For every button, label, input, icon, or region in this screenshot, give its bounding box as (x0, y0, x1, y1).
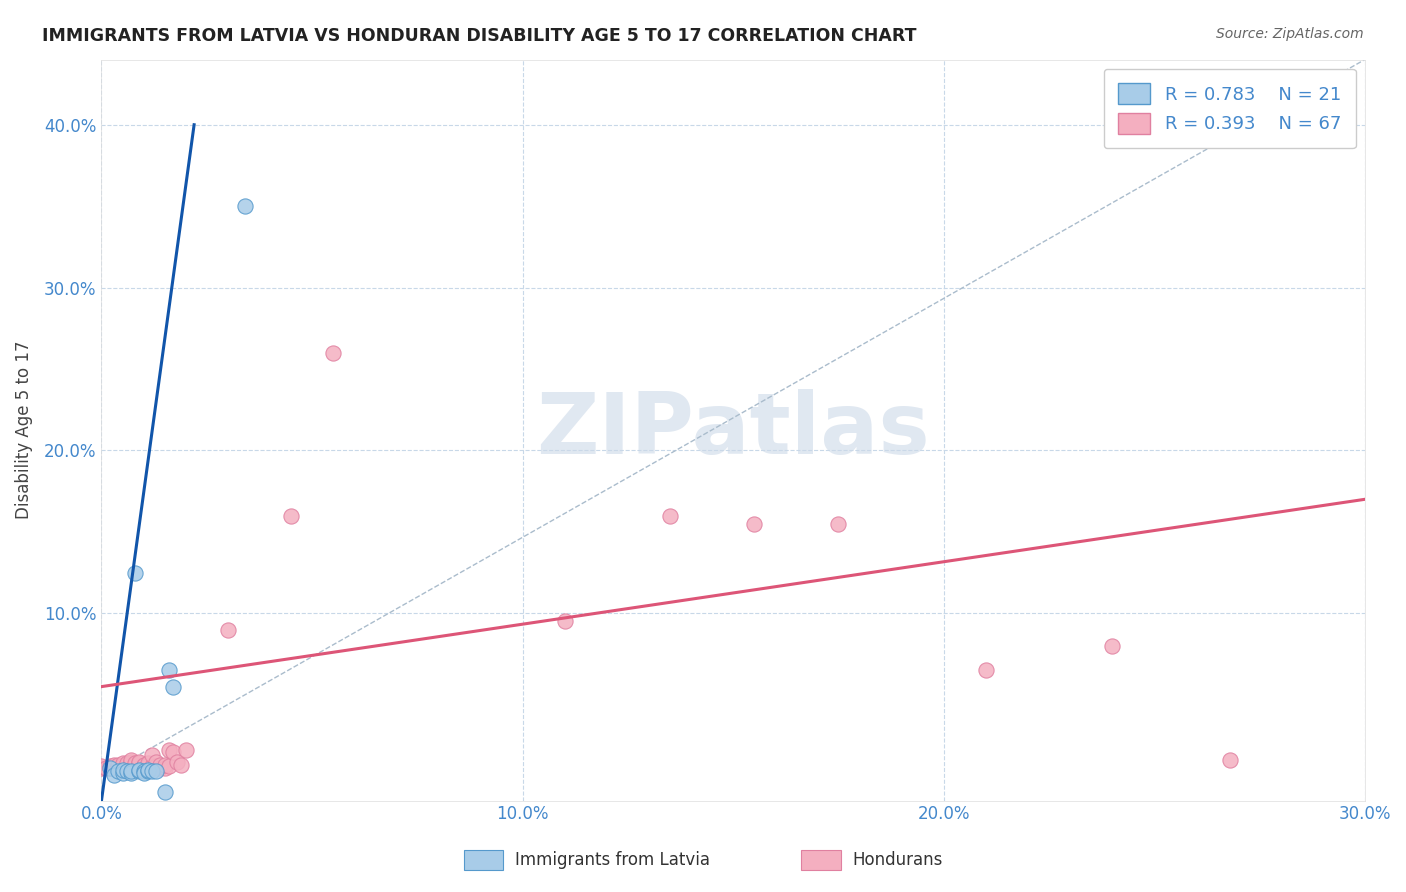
Point (120, 756, 142, 771)
Text: Hondurans: Hondurans (852, 851, 942, 869)
Point (233, 199, 256, 213)
Point (103, 761, 125, 775)
Point (124, 566, 146, 580)
Point (128, 756, 150, 771)
Point (124, 757, 146, 772)
Point (120, 757, 142, 772)
Point (132, 761, 155, 775)
Point (136, 756, 159, 771)
Point (111, 763, 134, 777)
Text: Source: ZipAtlas.com: Source: ZipAtlas.com (1216, 27, 1364, 41)
Point (132, 759, 155, 773)
Point (120, 755, 142, 769)
Point (136, 761, 159, 775)
Point (115, 757, 138, 772)
Point (174, 743, 197, 757)
Point (132, 766, 155, 780)
Point (128, 759, 150, 773)
Point (128, 763, 150, 777)
Point (162, 680, 184, 694)
Text: Immigrants from Latvia: Immigrants from Latvia (515, 851, 710, 869)
Point (141, 747, 163, 762)
Point (136, 759, 159, 773)
Text: ZIPatlas: ZIPatlas (536, 389, 929, 472)
Point (157, 759, 180, 773)
Point (162, 745, 184, 759)
Point (98, 759, 121, 773)
Point (141, 759, 163, 773)
Point (157, 663, 180, 677)
Point (1219, 753, 1241, 767)
Point (98, 761, 121, 775)
Point (145, 759, 167, 773)
Point (136, 757, 159, 772)
Point (153, 785, 176, 799)
Point (128, 755, 150, 769)
Point (145, 764, 167, 779)
Point (166, 755, 188, 769)
Point (90, 759, 112, 773)
Point (217, 623, 239, 637)
Point (827, 516, 849, 531)
Point (94, 761, 117, 775)
Point (111, 766, 134, 780)
Point (280, 508, 302, 523)
Point (107, 761, 129, 775)
Y-axis label: Disability Age 5 to 17: Disability Age 5 to 17 (15, 341, 32, 519)
Point (103, 767, 125, 781)
Point (90, 761, 112, 775)
Point (128, 764, 150, 779)
Point (124, 756, 146, 771)
Point (1101, 639, 1123, 653)
Text: IMMIGRANTS FROM LATVIA VS HONDURAN DISABILITY AGE 5 TO 17 CORRELATION CHART: IMMIGRANTS FROM LATVIA VS HONDURAN DISAB… (42, 27, 917, 45)
Point (107, 764, 129, 779)
Point (128, 761, 150, 775)
Point (153, 757, 176, 772)
Point (111, 756, 134, 771)
Point (103, 759, 125, 773)
Point (103, 757, 125, 772)
Point (141, 764, 163, 779)
Point (120, 761, 142, 775)
Point (170, 757, 193, 772)
Point (111, 757, 134, 772)
Point (554, 615, 576, 629)
Point (107, 757, 129, 772)
Point (107, 759, 129, 773)
Point (149, 757, 172, 772)
Point (120, 764, 142, 779)
Point (153, 761, 176, 775)
Point (322, 345, 344, 359)
Point (145, 761, 167, 775)
Point (120, 759, 142, 773)
Point (115, 759, 138, 773)
Point (132, 764, 155, 779)
Point (111, 759, 134, 773)
Point (115, 764, 138, 779)
Point (128, 757, 150, 772)
Point (145, 755, 167, 769)
Point (115, 756, 138, 771)
Legend: R = 0.783    N = 21, R = 0.393    N = 67: R = 0.783 N = 21, R = 0.393 N = 67 (1104, 69, 1355, 148)
Point (136, 763, 159, 777)
Point (132, 757, 155, 772)
Point (157, 743, 180, 757)
Point (658, 508, 681, 523)
Point (124, 761, 146, 775)
Point (124, 759, 146, 773)
Point (742, 516, 765, 531)
Point (974, 663, 997, 677)
Point (120, 753, 142, 767)
Point (111, 761, 134, 775)
Point (136, 764, 159, 779)
Point (98, 761, 121, 775)
Point (149, 761, 172, 775)
Point (115, 761, 138, 775)
Point (120, 766, 142, 780)
Point (141, 761, 163, 775)
